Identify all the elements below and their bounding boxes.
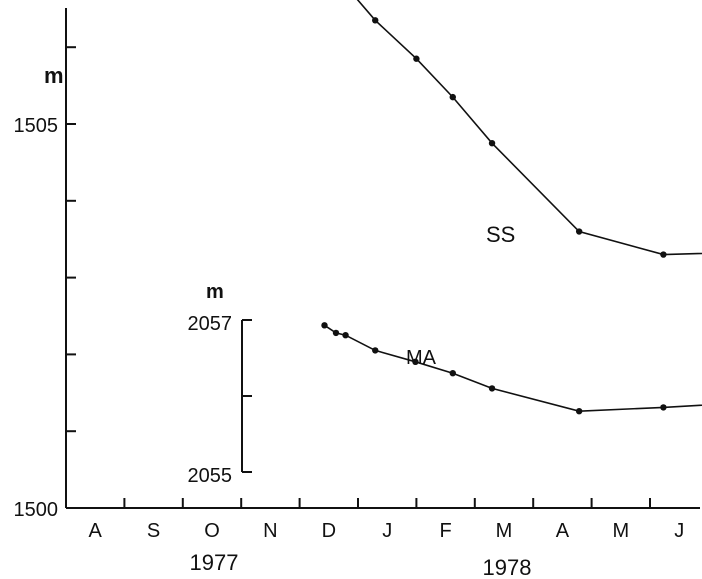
month-label: O xyxy=(204,520,220,542)
data-point-ma xyxy=(412,358,419,365)
data-point-ma xyxy=(372,347,379,354)
year-label-1977: 1977 xyxy=(190,550,239,575)
data-point-ss xyxy=(575,228,583,235)
series-label-ma: MA xyxy=(406,347,437,369)
month-label: J xyxy=(674,520,684,542)
data-point-ma xyxy=(321,322,328,329)
month-label: A xyxy=(89,520,103,542)
data-point-ss xyxy=(660,251,667,258)
left-tick-label-1505: 1505 xyxy=(14,115,59,137)
series-line-ma xyxy=(324,324,702,413)
data-point-ma xyxy=(575,408,583,415)
year-label-1978: 1978 xyxy=(483,555,532,579)
data-point-ma xyxy=(660,404,667,411)
ticks xyxy=(65,46,651,509)
axes xyxy=(65,8,700,509)
data-point-ss xyxy=(413,55,420,62)
data-point-ma xyxy=(332,329,340,337)
inner-tick-label-2057: 2057 xyxy=(188,313,233,335)
month-label: J xyxy=(382,520,392,542)
inner-tick-label-2055: 2055 xyxy=(188,465,233,487)
data-point-ma xyxy=(342,332,349,339)
data-point-ss xyxy=(372,17,379,24)
month-label: N xyxy=(263,520,277,542)
month-label: A xyxy=(556,520,570,542)
data-point-ma xyxy=(488,385,496,392)
month-label: M xyxy=(612,520,629,542)
data-point-ss xyxy=(449,93,456,101)
data-point-ma xyxy=(449,370,456,377)
left-axis-unit-label: m xyxy=(44,63,64,88)
series-ss xyxy=(356,0,702,258)
month-label: D xyxy=(322,520,336,542)
month-label: S xyxy=(147,520,160,542)
data-point-ss xyxy=(488,140,496,147)
inner-axis-unit-label: m xyxy=(206,281,224,303)
month-label: F xyxy=(439,520,451,542)
month-label: M xyxy=(496,520,513,542)
left-tick-label-1500: 1500 xyxy=(14,499,59,521)
series-ma xyxy=(321,322,702,415)
series-label-ss: SS xyxy=(486,222,515,247)
series-line-ss xyxy=(356,0,702,256)
